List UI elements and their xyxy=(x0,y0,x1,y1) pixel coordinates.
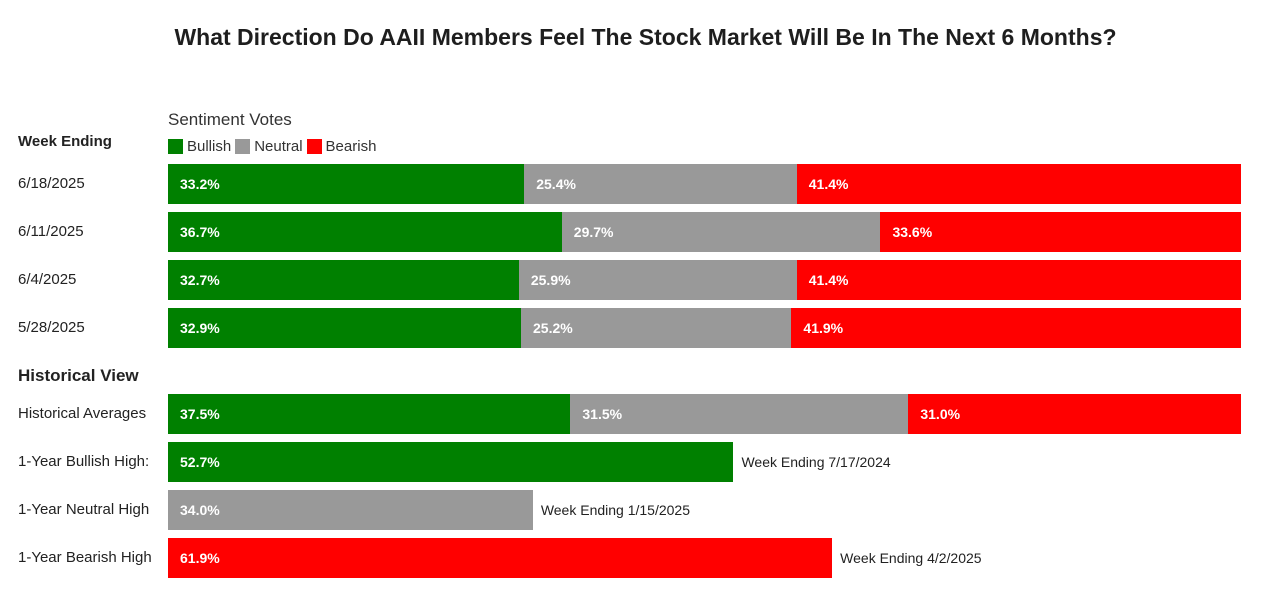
week-segment-neutral-0: 25.4% xyxy=(524,164,797,204)
historical-value-bearish-3: 61.9% xyxy=(180,550,220,566)
week-value-bullish-3: 32.9% xyxy=(180,320,220,336)
historical-note-2: Week Ending 1/15/2025 xyxy=(540,502,690,518)
legend-swatch-bullish xyxy=(168,139,183,154)
historical-label-1: 1-Year Bullish High: xyxy=(18,453,150,470)
week-value-bearish-3: 41.9% xyxy=(803,320,844,336)
week-label-3: 5/28/2025 xyxy=(18,319,85,336)
historical-bar-2: 34.0% xyxy=(168,490,533,530)
week-value-bullish-0: 33.2% xyxy=(180,176,220,192)
chart-subtitle: Sentiment Votes xyxy=(168,110,292,129)
historical-label-3: 1-Year Bearish High xyxy=(18,549,152,566)
historical-bar-1: 52.7% xyxy=(168,442,734,482)
week-label-0: 6/18/2025 xyxy=(18,175,85,192)
week-label-1: 6/11/2025 xyxy=(18,223,84,240)
chart-title: What Direction Do AAII Members Feel The … xyxy=(174,24,1117,50)
week-bar-1: 36.7% 29.7% 33.6% xyxy=(168,212,1241,252)
historical-segment-bullish-1: 52.7% xyxy=(168,442,734,482)
week-segment-neutral-3: 25.2% xyxy=(521,308,792,348)
week-value-bearish-1: 33.6% xyxy=(892,224,933,240)
week-value-bearish-0: 41.4% xyxy=(808,176,849,192)
historical-segment-bearish-0: 31.0% xyxy=(908,394,1241,434)
week-ending-heading: Week Ending xyxy=(18,133,112,150)
historical-value-neutral-0: 31.5% xyxy=(582,406,623,422)
legend-swatch-bearish xyxy=(306,139,322,154)
week-value-bullish-1: 36.7% xyxy=(180,224,220,240)
week-segment-bullish-3: 32.9% xyxy=(168,308,522,348)
week-segment-bearish-0: 41.4% xyxy=(796,164,1241,204)
historical-note-3: Week Ending 4/2/2025 xyxy=(840,550,982,566)
historical-segment-neutral-0: 31.5% xyxy=(570,394,909,434)
week-value-neutral-3: 25.2% xyxy=(533,320,573,336)
historical-segment-bullish-0: 37.5% xyxy=(168,394,571,434)
week-segment-bearish-1: 33.6% xyxy=(880,212,1241,252)
legend-swatch-neutral xyxy=(235,139,251,154)
historical-label-0: Historical Averages xyxy=(18,405,147,422)
week-segment-neutral-2: 25.9% xyxy=(518,260,797,300)
legend-label-neutral: Neutral xyxy=(254,138,303,155)
historical-value-bullish-1: 52.7% xyxy=(180,454,220,470)
legend-label-bullish: Bullish xyxy=(187,138,232,155)
legend-label-bearish: Bearish xyxy=(325,138,377,155)
legend-item-bullish: Bullish xyxy=(168,138,231,155)
historical-bar-3: 61.9% xyxy=(168,538,833,578)
legend-item-neutral: Neutral xyxy=(235,138,303,155)
legend: Bullish Neutral Bearish xyxy=(168,138,380,155)
week-segment-bearish-3: 41.9% xyxy=(791,308,1241,348)
historical-segment-neutral-2: 34.0% xyxy=(168,490,533,530)
week-segment-bearish-2: 41.4% xyxy=(796,260,1241,300)
historical-segment-bearish-3: 61.9% xyxy=(168,538,833,578)
week-bar-3: 32.9% 25.2% 41.9% xyxy=(168,308,1241,348)
historical-value-bearish-0: 31.0% xyxy=(920,406,961,422)
historical-label-2: 1-Year Neutral High xyxy=(18,501,150,518)
historical-view-heading: Historical View xyxy=(18,366,139,385)
week-segment-bullish-1: 36.7% xyxy=(168,212,562,252)
historical-note-1: Week Ending 7/17/2024 xyxy=(741,454,891,470)
week-value-bearish-2: 41.4% xyxy=(808,272,849,288)
legend-item-bearish: Bearish xyxy=(306,138,377,155)
week-value-neutral-2: 25.9% xyxy=(530,272,571,288)
week-value-neutral-0: 25.4% xyxy=(536,176,576,192)
week-segment-bullish-0: 33.2% xyxy=(168,164,525,204)
week-label-2: 6/4/2025 xyxy=(18,271,77,288)
week-value-bullish-2: 32.7% xyxy=(180,272,220,288)
week-value-neutral-1: 29.7% xyxy=(573,224,614,240)
historical-value-bullish-0: 37.5% xyxy=(180,406,220,422)
week-bar-0: 33.2% 25.4% 41.4% xyxy=(168,164,1241,204)
historical-bar-0: 37.5% 31.5% 31.0% xyxy=(168,394,1241,434)
week-bar-2: 32.7% 25.9% 41.4% xyxy=(168,260,1241,300)
week-segment-neutral-1: 29.7% xyxy=(561,212,881,252)
historical-value-neutral-2: 34.0% xyxy=(180,502,220,518)
week-segment-bullish-2: 32.7% xyxy=(168,260,519,300)
